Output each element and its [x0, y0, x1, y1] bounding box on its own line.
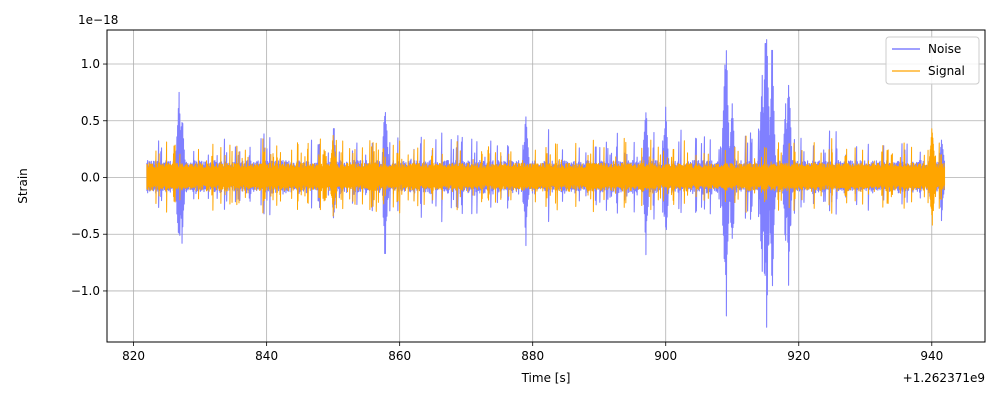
legend: Noise Signal	[885, 36, 980, 85]
y-tick-label: 0.0	[81, 170, 100, 184]
series-line-signal	[146, 128, 946, 226]
axis-ticks: 820 840 860 880 900 920 940 −1.0 −0.5 0.0 0.5 1.0	[71, 57, 943, 363]
plot-frame	[106, 29, 986, 343]
x-tick-label: 940	[920, 349, 943, 363]
x-tick-label: 820	[122, 349, 145, 363]
plot-area	[106, 29, 986, 343]
x-axis-offset-label: +1.262371e9	[903, 371, 985, 385]
legend-label-noise: Noise	[928, 42, 961, 56]
x-tick-label: 880	[521, 349, 544, 363]
series-layer	[146, 39, 946, 328]
y-axis-scale-label: 1e−18	[78, 13, 118, 27]
legend-label-signal: Signal	[928, 64, 965, 78]
x-tick-label: 900	[654, 349, 677, 363]
x-axis-label: Time [s]	[521, 371, 571, 385]
y-tick-label: 0.5	[81, 114, 100, 128]
x-tick-label: 840	[255, 349, 278, 363]
y-tick-label: −1.0	[71, 284, 100, 298]
y-tick-label: −0.5	[71, 227, 100, 241]
y-tick-label: 1.0	[81, 57, 100, 71]
x-tick-label: 860	[388, 349, 411, 363]
y-axis-label: Strain	[16, 168, 30, 204]
x-tick-label: 920	[787, 349, 810, 363]
